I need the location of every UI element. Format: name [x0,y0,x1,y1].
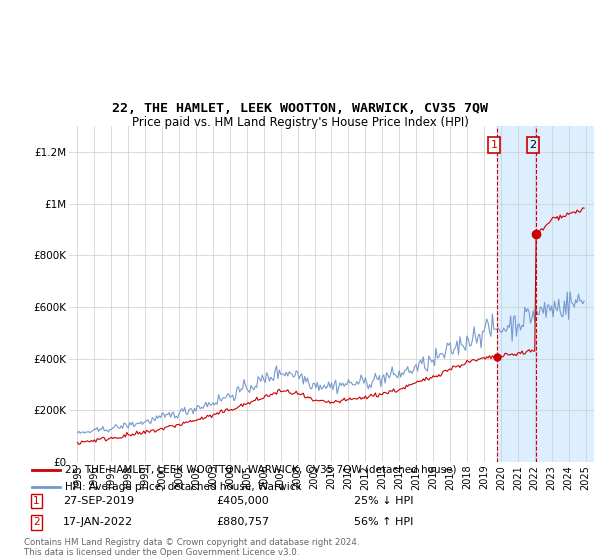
Text: HPI: Average price, detached house, Warwick: HPI: Average price, detached house, Warw… [65,482,302,492]
Text: £405,000: £405,000 [216,496,269,506]
Text: 27-SEP-2019: 27-SEP-2019 [63,496,134,506]
Text: 22, THE HAMLET, LEEK WOOTTON, WARWICK, CV35 7QW (detached house): 22, THE HAMLET, LEEK WOOTTON, WARWICK, C… [65,465,457,474]
Text: £880,757: £880,757 [216,517,269,528]
Bar [497,126,594,462]
Text: Price paid vs. HM Land Registry's House Price Index (HPI): Price paid vs. HM Land Registry's House … [131,116,469,129]
Text: 2: 2 [529,140,536,150]
Text: 56% ↑ HPI: 56% ↑ HPI [354,517,413,528]
Text: 1: 1 [491,140,497,150]
Text: 1: 1 [33,496,40,506]
Text: 2: 2 [33,517,40,528]
Text: 22, THE HAMLET, LEEK WOOTTON, WARWICK, CV35 7QW: 22, THE HAMLET, LEEK WOOTTON, WARWICK, C… [112,102,488,115]
Text: 17-JAN-2022: 17-JAN-2022 [63,517,133,528]
Text: 25% ↓ HPI: 25% ↓ HPI [354,496,413,506]
Text: Contains HM Land Registry data © Crown copyright and database right 2024.
This d: Contains HM Land Registry data © Crown c… [24,538,359,557]
